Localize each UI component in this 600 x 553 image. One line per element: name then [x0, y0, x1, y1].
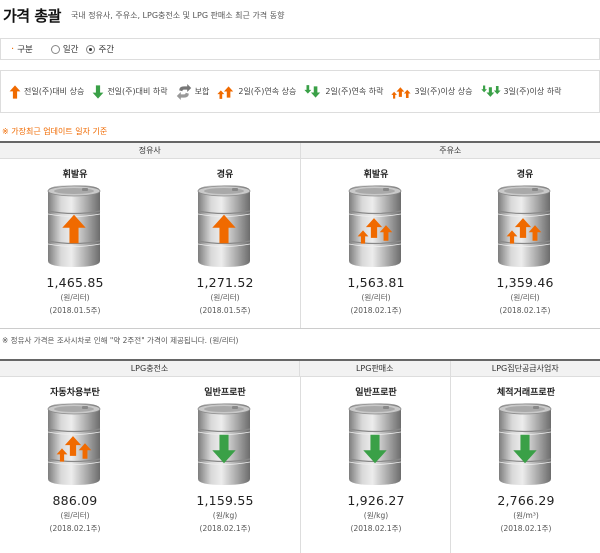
radio-daily-label: 일간	[62, 45, 79, 55]
legend-double-up: 2일(주)연속 상승	[217, 83, 296, 101]
barrel-up-icon	[194, 183, 254, 269]
panel1-body: 휘발유 1,465.85 (원/리터) (2018.01.5주) 경유 1,27…	[0, 159, 600, 328]
price-card-collective-propane[interactable]: 체적거래프로판 2,766.29 (원/m³) (2018.02.1주)	[450, 377, 600, 553]
legend-flat: 보합	[176, 83, 210, 100]
price-unit: (원/kg)	[212, 511, 238, 520]
product-name: 일반프로판	[204, 388, 246, 398]
price-date: (2018.02.1주)	[199, 524, 251, 533]
barrel-up-icon	[44, 183, 104, 269]
panel2-header: LPG충전소 LPG판매소 LPG집단공급사업자	[0, 361, 600, 377]
legend-double-up-label: 2일(주)연속 상승	[238, 87, 297, 96]
product-name: 자동차용부탄	[50, 388, 100, 398]
legend-triple-up: 3일(주)이상 상승	[391, 83, 473, 101]
bullet-icon: ·	[11, 43, 15, 55]
price-card-refinery-diesel[interactable]: 경유 1,271.52 (원/리터) (2018.01.5주)	[150, 159, 300, 328]
product-name: 일반프로판	[355, 388, 397, 398]
price-card-lpg-propane[interactable]: 일반프로판 1,159.55 (원/kg) (2018.02.1주)	[150, 377, 300, 553]
barrel-triple-up-icon	[44, 401, 104, 487]
legend-up-label: 전일(주)대비 상승	[24, 87, 85, 96]
product-name: 경유	[516, 170, 534, 180]
double-down-icon	[304, 84, 321, 98]
price-unit: (원/리터)	[361, 293, 391, 302]
barrel-down-icon	[495, 401, 555, 487]
group-lpg-shop: LPG판매소	[299, 361, 450, 376]
product-name: 휘발유	[363, 170, 389, 180]
barrel-down-icon	[345, 401, 405, 487]
panel2-body: 자동차용부탄 886.09 (원/리터) (2018.02.1주) 일반프로판 …	[0, 377, 600, 553]
arrow-up-icon	[9, 84, 21, 100]
price-value: 1,926.27	[347, 493, 405, 508]
period-filter: · 구분 일간 주간	[0, 38, 600, 60]
price-card-station-diesel[interactable]: 경유 1,359.46 (원/리터) (2018.02.1주)	[450, 159, 600, 328]
page-header: 가격 총괄 국내 정유사, 주유소, LPG충전소 및 LPG 판매소 최근 가…	[0, 0, 600, 30]
price-card-station-gasoline[interactable]: 휘발유 1,563.81 (원/리터) (2018.02.1주)	[300, 159, 450, 328]
legend-double-down-label: 2일(주)연속 하락	[325, 87, 384, 96]
legend-triple-down: 3일(주)이상 하락	[480, 83, 562, 101]
radio-weekly[interactable]: 주간	[86, 43, 114, 55]
flat-icon	[176, 83, 191, 100]
legend-triple-down-label: 3일(주)이상 하락	[503, 87, 562, 96]
price-date: (2018.02.1주)	[350, 524, 402, 533]
price-value: 2,766.29	[497, 493, 555, 508]
price-card-lpg-butane[interactable]: 자동차용부탄 886.09 (원/리터) (2018.02.1주)	[0, 377, 150, 553]
group-lpg-station: LPG충전소	[130, 364, 169, 373]
price-date: (2018.02.1주)	[49, 524, 101, 533]
legend-down-label: 전일(주)대비 하락	[107, 87, 168, 96]
filter-label: 구분	[17, 45, 33, 55]
price-card-shop-propane[interactable]: 일반프로판 1,926.27 (원/kg) (2018.02.1주)	[300, 377, 450, 553]
page-subtitle: 국내 정유사, 주유소, LPG충전소 및 LPG 판매소 최근 가격 동향	[70, 10, 285, 20]
group-lpg-collective: LPG집단공급사업자	[449, 361, 600, 376]
price-unit: (원/kg)	[363, 511, 389, 520]
barrel-down-icon	[194, 401, 254, 487]
group-refinery: 정유사	[138, 146, 161, 155]
product-name: 체적거래프로판	[497, 388, 555, 398]
group-gas-station: 주유소	[299, 143, 600, 158]
price-value: 1,465.85	[46, 275, 104, 290]
product-name: 휘발유	[62, 170, 88, 180]
price-value: 1,271.52	[196, 275, 254, 290]
price-unit: (원/리터)	[60, 511, 90, 520]
radio-weekly-label: 주간	[98, 45, 115, 55]
legend-down: 전일(주)대비 하락	[92, 84, 168, 100]
product-name: 경유	[216, 170, 234, 180]
triple-down-icon	[480, 84, 501, 97]
price-date: (2018.01.5주)	[199, 306, 251, 315]
double-up-icon	[217, 85, 234, 99]
legend-flat-label: 보합	[194, 87, 210, 96]
arrow-down-icon	[92, 84, 104, 100]
price-value: 1,159.55	[196, 493, 254, 508]
price-date: (2018.02.1주)	[499, 306, 551, 315]
panel1-header: 정유사 주유소	[0, 143, 600, 159]
panel-lpg: LPG충전소 LPG판매소 LPG집단공급사업자 자동차용부탄 886.09 (…	[0, 359, 600, 553]
radio-daily[interactable]: 일간	[50, 43, 79, 55]
legend-up: 전일(주)대비 상승	[9, 84, 84, 100]
price-date: (2018.02.1주)	[350, 306, 402, 315]
price-value: 886.09	[52, 493, 98, 508]
price-card-refinery-gasoline[interactable]: 휘발유 1,465.85 (원/리터) (2018.01.5주)	[0, 159, 150, 328]
price-unit: (원/리터)	[60, 293, 90, 302]
legend-double-down: 2일(주)연속 하락	[304, 83, 383, 101]
page-title: 가격 총괄	[3, 6, 61, 25]
refinery-lag-note: ※ 정유사 가격은 조사시차로 인해 "약 2주전" 가격이 제공됩니다. (원…	[2, 336, 239, 345]
radio-daily-circle[interactable]	[50, 44, 60, 54]
price-unit: (원/m³)	[513, 511, 539, 520]
price-value: 1,563.81	[347, 275, 405, 290]
price-unit: (원/리터)	[210, 293, 240, 302]
price-date: (2018.01.5주)	[49, 306, 101, 315]
trend-legend: 전일(주)대비 상승 전일(주)대비 하락 보합 2일(주)연속 상승 2일(주…	[0, 70, 600, 113]
legend-triple-up-label: 3일(주)이상 상승	[414, 87, 473, 96]
panel-refinery-station: 정유사 주유소 휘발유 1,465.85 (원/리터) (2018.01.5주)…	[0, 141, 600, 329]
price-date: (2018.02.1주)	[500, 524, 552, 533]
triple-up-icon	[391, 86, 412, 99]
price-value: 1,359.46	[496, 275, 554, 290]
price-unit: (원/리터)	[510, 293, 540, 302]
update-note: ※ 가장최근 업데이트 일자 기준	[2, 127, 108, 136]
radio-weekly-circle[interactable]	[86, 44, 96, 54]
barrel-triple-up-icon	[494, 183, 554, 269]
barrel-triple-up-icon	[345, 183, 405, 269]
